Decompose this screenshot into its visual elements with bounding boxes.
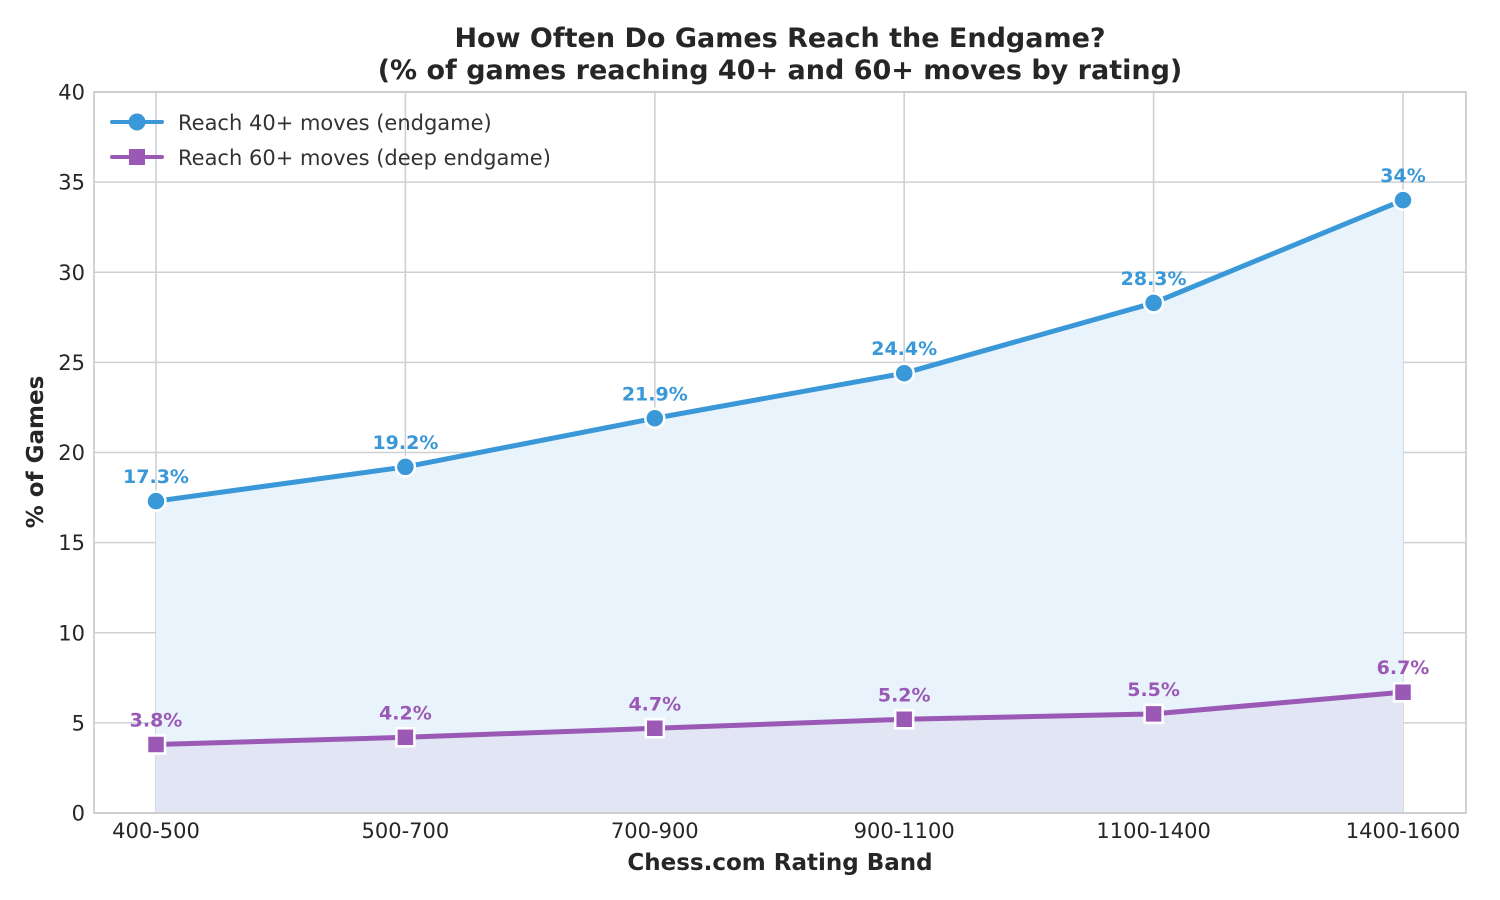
x-tick-label: 900-1100 bbox=[854, 819, 955, 843]
data-point-square bbox=[1392, 681, 1414, 703]
data-label: 5.2% bbox=[878, 684, 931, 706]
data-label: 24.4% bbox=[871, 338, 937, 360]
data-point-circle bbox=[893, 362, 915, 384]
data-label: 21.9% bbox=[622, 383, 688, 405]
x-axis-label: Chess.com Rating Band bbox=[627, 850, 932, 876]
y-tick-label: 10 bbox=[58, 621, 85, 645]
x-tick-labels: 400-500 500-700 700-900 900-1100 1100-1400 14… bbox=[112, 819, 1460, 843]
data-label: 19.2% bbox=[372, 432, 438, 454]
data-point-square bbox=[1143, 703, 1164, 725]
area-fill-series-1 bbox=[156, 692, 1403, 813]
data-point-circle bbox=[145, 490, 167, 512]
legend-marker-40-moves bbox=[128, 113, 146, 131]
data-point-square bbox=[395, 727, 416, 748]
data-labels: 17.3% 19.2% 21.9% 24.4% 28.3% 34% 3.8% 4.2% 4.7%… bbox=[123, 165, 1429, 731]
y-tick-label: 30 bbox=[58, 261, 85, 285]
y-tick-label: 0 bbox=[72, 802, 85, 826]
y-tick-label: 15 bbox=[58, 531, 85, 555]
data-point-circle bbox=[644, 407, 666, 430]
y-tick-label: 20 bbox=[58, 441, 85, 465]
x-tick-label: 700-900 bbox=[611, 819, 699, 843]
series-lines bbox=[153, 197, 1406, 748]
data-label: 3.8% bbox=[130, 710, 183, 732]
area-fill-series-0 bbox=[156, 200, 1403, 813]
y-tick-label: 40 bbox=[58, 81, 85, 105]
x-tick-label: 1400-1600 bbox=[1346, 819, 1460, 843]
data-label: 5.5% bbox=[1127, 679, 1180, 701]
data-point-square bbox=[893, 709, 915, 730]
series-markers bbox=[145, 189, 1414, 755]
plot-frame bbox=[93, 91, 1467, 814]
y-tick-label: 25 bbox=[58, 351, 85, 375]
data-label: 4.2% bbox=[379, 702, 432, 724]
data-label: 4.7% bbox=[628, 693, 681, 715]
data-point-square bbox=[644, 718, 666, 739]
y-axis-label: % of Games bbox=[23, 376, 49, 529]
data-label: 34% bbox=[1380, 165, 1425, 187]
legend: Reach 40+ moves (endgame) Reach 60+ move… bbox=[110, 111, 551, 170]
legend-marker-60-moves bbox=[129, 149, 145, 165]
series-line-1 bbox=[153, 689, 1406, 748]
data-label: 6.7% bbox=[1377, 657, 1430, 679]
data-point-circle bbox=[1392, 189, 1414, 211]
area-fills bbox=[156, 200, 1403, 813]
x-tick-label: 400-500 bbox=[112, 819, 200, 843]
legend-label-60-moves: Reach 60+ moves (deep endgame) bbox=[178, 146, 551, 170]
chart-title-line-2: (% of games reaching 40+ and 60+ moves b… bbox=[378, 55, 1183, 86]
series-line-0 bbox=[153, 197, 1406, 504]
data-label: 17.3% bbox=[123, 466, 189, 488]
chart-title-line-1: How Often Do Games Reach the Endgame? bbox=[454, 23, 1105, 54]
x-tick-label: 500-700 bbox=[362, 819, 450, 843]
data-point-square bbox=[145, 734, 167, 755]
data-point-circle bbox=[1142, 292, 1165, 314]
legend-label-40-moves: Reach 40+ moves (endgame) bbox=[178, 111, 492, 135]
x-tick-label: 1100-1400 bbox=[1096, 819, 1210, 843]
y-tick-labels: 0 5 10 15 20 25 30 35 40 bbox=[58, 81, 85, 826]
y-tick-label: 5 bbox=[72, 711, 85, 735]
data-point-circle bbox=[394, 456, 417, 478]
data-label: 28.3% bbox=[1121, 268, 1187, 290]
y-tick-label: 35 bbox=[58, 171, 85, 195]
